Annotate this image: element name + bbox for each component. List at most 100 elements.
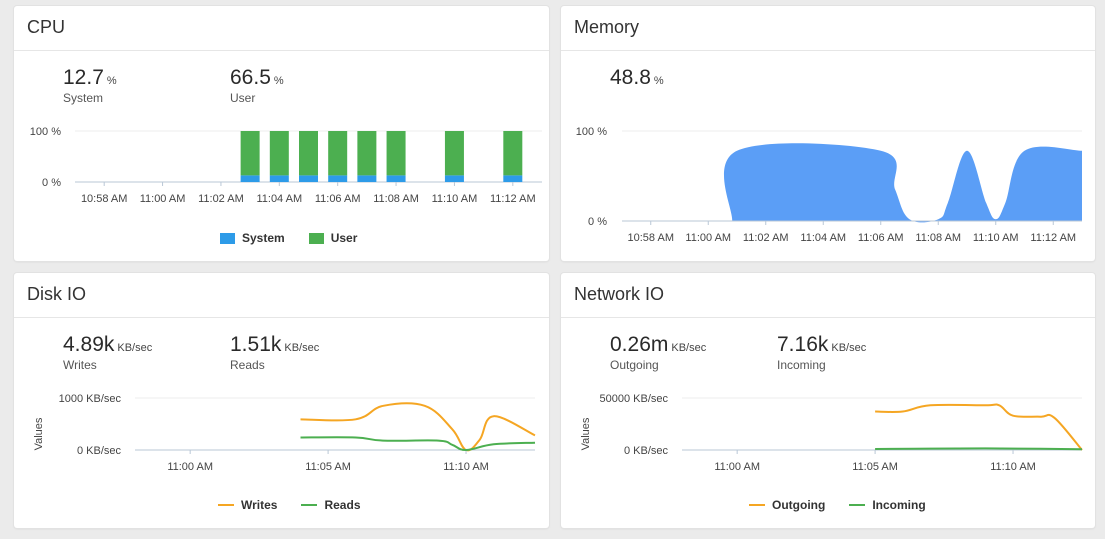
network-divider xyxy=(561,317,1095,318)
disk-ytick-label: 0 KB/sec xyxy=(77,445,122,457)
cpu-bar-user xyxy=(444,131,464,176)
network-outgoing-value: 0.26m xyxy=(610,333,669,356)
disk-reads-value: 1.51k xyxy=(230,333,282,356)
disk-divider xyxy=(14,317,549,318)
cpu-user-metric: 66.5% User xyxy=(230,66,284,105)
cpu-bar-user xyxy=(503,131,523,176)
cpu-system-value: 12.7 xyxy=(63,66,104,89)
writes-swatch xyxy=(218,504,234,506)
memory-chart: 100 % 0 % 10:58 AM 11:00 AM 11:02 AM 11:04 AM… xyxy=(576,126,1082,244)
memory-title: Memory xyxy=(574,17,640,37)
legend-item-system[interactable]: System xyxy=(220,231,285,245)
cpu-bar-user xyxy=(299,131,318,176)
cpu-xtick-label: 11:10 AM xyxy=(432,193,478,205)
memory-area xyxy=(723,143,1082,223)
disk-ytick-label: 1000 KB/sec xyxy=(59,393,122,405)
network-title: Network IO xyxy=(574,284,665,304)
legend-item-reads[interactable]: Reads xyxy=(301,498,361,512)
memory-used-metric: 48.8% xyxy=(610,66,664,90)
cpu-bar-user xyxy=(386,131,406,176)
legend-item-incoming[interactable]: Incoming xyxy=(849,498,926,512)
cpu-user-unit: % xyxy=(273,75,284,87)
system-swatch xyxy=(220,232,235,244)
disk-reads-label: Reads xyxy=(230,358,265,372)
memory-used-unit: % xyxy=(653,75,664,87)
cpu-bar-user xyxy=(328,131,348,176)
cpu-xtick-label: 11:00 AM xyxy=(140,193,186,205)
cpu-user-label: User xyxy=(230,91,256,105)
disk-xtick-label: 11:10 AM xyxy=(443,461,489,473)
network-outgoing-label: Outgoing xyxy=(610,358,659,372)
disk-io-card: Disk IO 4.89k KB/sec Writes 1.51k KB/sec R… xyxy=(14,273,549,528)
legend-outgoing-label: Outgoing xyxy=(772,498,826,512)
network-io-card: Network IO 0.26m KB/sec Outgoing 7.16k KB/… xyxy=(561,273,1095,528)
disk-title: Disk IO xyxy=(27,284,87,304)
cpu-xtick-label: 11:04 AM xyxy=(256,193,302,205)
network-incoming-value: 7.16k xyxy=(777,333,829,356)
disk-line-writes xyxy=(300,402,536,452)
cpu-bar-user xyxy=(269,131,289,176)
cpu-card: CPU 12.7% System 66.5% User 100 % 0 % 10:5… xyxy=(14,6,549,261)
cpu-bar-user xyxy=(357,131,377,176)
memory-divider xyxy=(561,50,1095,51)
cpu-bar-system xyxy=(328,175,348,182)
network-incoming-label: Incoming xyxy=(777,358,826,372)
cpu-bar-system xyxy=(240,175,260,182)
cpu-xtick-label: 11:12 AM xyxy=(490,193,536,205)
cpu-bar-system xyxy=(357,175,377,182)
network-xtick-label: 11:00 AM xyxy=(714,461,760,473)
incoming-swatch xyxy=(849,504,866,506)
disk-reads-unit: KB/sec xyxy=(284,342,320,354)
cpu-divider xyxy=(14,50,549,51)
network-io-chart: 50000 KB/sec 0 KB/sec Values 11:00 AM 11:05 … xyxy=(580,393,1083,473)
network-incoming-metric: 7.16k KB/sec Incoming xyxy=(777,333,866,372)
cpu-bar-system xyxy=(444,175,464,182)
network-ytick-label: 0 KB/sec xyxy=(624,445,669,457)
cpu-system-label: System xyxy=(63,91,104,105)
user-swatch xyxy=(308,232,324,244)
memory-ytick-label: 100 % xyxy=(576,126,607,138)
cpu-ytick-label: 100 % xyxy=(30,126,61,138)
outgoing-swatch xyxy=(749,504,765,506)
memory-xtick-label: 11:02 AM xyxy=(743,232,789,244)
cpu-ytick-label: 0 % xyxy=(42,177,61,189)
memory-ytick-label: 0 % xyxy=(588,216,607,228)
legend-reads-label: Reads xyxy=(324,498,361,512)
disk-writes-value: 4.89k xyxy=(63,333,115,356)
network-outgoing-metric: 0.26m KB/sec Outgoing xyxy=(610,333,706,372)
disk-io-chart: 1000 KB/sec 0 KB/sec Values 11:00 AM 11:05 A… xyxy=(33,393,536,473)
memory-card: Memory 48.8% 100 % 0 % 10:58 AM 11:00 AM 11:… xyxy=(561,6,1095,261)
memory-xtick-label: 11:06 AM xyxy=(858,232,904,244)
cpu-legend: System User xyxy=(220,231,357,245)
legend-item-user[interactable]: User xyxy=(308,231,357,245)
network-incoming-unit: KB/sec xyxy=(831,342,867,354)
legend-item-writes[interactable]: Writes xyxy=(218,498,277,512)
reads-swatch xyxy=(301,504,318,506)
network-legend: Outgoing Incoming xyxy=(749,498,926,512)
network-xtick-label: 11:05 AM xyxy=(852,461,898,473)
legend-writes-label: Writes xyxy=(241,498,278,512)
disk-ylabel: Values xyxy=(33,417,45,450)
disk-xtick-label: 11:00 AM xyxy=(167,461,213,473)
memory-xtick-label: 11:10 AM xyxy=(973,232,1019,244)
cpu-system-metric: 12.7% System xyxy=(63,66,117,105)
disk-reads-metric: 1.51k KB/sec Reads xyxy=(230,333,319,372)
disk-line-reads xyxy=(300,436,536,452)
memory-xtick-label: 11:12 AM xyxy=(1030,232,1076,244)
network-xtick-label: 11:10 AM xyxy=(990,461,1036,473)
network-line-outgoing xyxy=(875,403,1083,451)
disk-writes-unit: KB/sec xyxy=(117,342,153,354)
cpu-bar-system xyxy=(386,175,406,182)
legend-item-outgoing[interactable]: Outgoing xyxy=(749,498,825,512)
memory-xtick-label: 11:04 AM xyxy=(800,232,846,244)
cpu-xtick-label: 10:58 AM xyxy=(81,193,127,205)
network-ylabel: Values xyxy=(580,417,592,450)
cpu-bar-system xyxy=(269,175,289,182)
cpu-bar-system xyxy=(503,175,523,182)
memory-xtick-label: 11:08 AM xyxy=(915,232,961,244)
cpu-xtick-label: 11:08 AM xyxy=(373,193,419,205)
memory-xtick-label: 11:00 AM xyxy=(685,232,731,244)
legend-incoming-label: Incoming xyxy=(872,498,926,512)
network-outgoing-unit: KB/sec xyxy=(671,342,707,354)
cpu-xtick-label: 11:02 AM xyxy=(198,193,244,205)
